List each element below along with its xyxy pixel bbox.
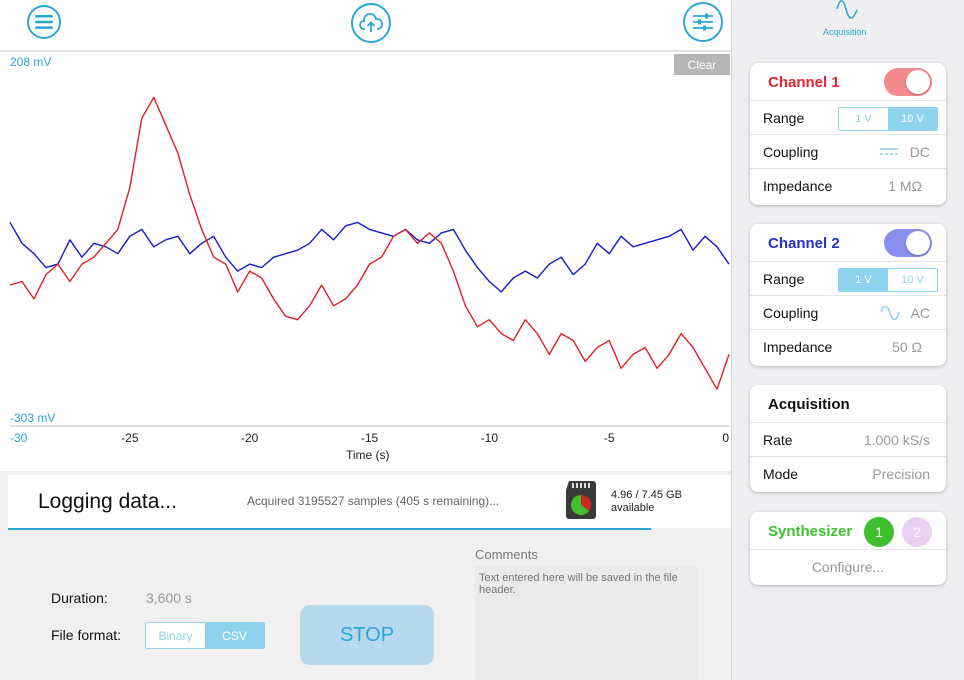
y-min-label: -303 mV bbox=[10, 411, 56, 425]
waveform-chart[interactable]: -30 -25 -20 -15 -10 -5 0 bbox=[0, 51, 731, 471]
synthesizer-card: Synthesizer 1 2 Configure... bbox=[750, 512, 946, 585]
channel1-impedance-label: Impedance bbox=[763, 177, 833, 194]
channel2-coupling-value: AC bbox=[910, 304, 930, 321]
channel2-title: Channel 2 bbox=[768, 235, 840, 252]
ac-coupling-icon bbox=[880, 306, 900, 320]
acquisition-card: Acquisition Rate 1.000 kS/s Mode Precisi… bbox=[750, 385, 946, 492]
channel2-impedance-row[interactable]: Impedance 50 Ω bbox=[750, 329, 946, 363]
channel2-range-1v[interactable]: 1 V bbox=[839, 269, 888, 291]
channel1-range-label: Range bbox=[763, 109, 805, 126]
channel2-toggle[interactable] bbox=[884, 229, 932, 257]
settings-button[interactable] bbox=[683, 2, 723, 42]
channel1-range-1v[interactable]: 1 V bbox=[839, 108, 888, 130]
channel2-impedance-value: 50 Ω bbox=[892, 338, 922, 355]
x-axis-label: Time (s) bbox=[346, 448, 390, 462]
acquisition-title: Acquisition bbox=[768, 396, 850, 413]
configure-button[interactable]: Configure... bbox=[811, 558, 885, 575]
comments-label: Comments bbox=[475, 547, 538, 562]
acquisition-tab-label[interactable]: Acquisition bbox=[823, 27, 867, 37]
acquisition-mode-row[interactable]: Mode Precision bbox=[750, 456, 946, 490]
channel1-coupling-value: DC bbox=[909, 143, 930, 160]
channel2-coupling-label: Coupling bbox=[763, 304, 819, 321]
logging-bar bbox=[8, 475, 731, 529]
acquisition-rate-row[interactable]: Rate 1.000 kS/s bbox=[750, 422, 946, 456]
plot-area: -30 -25 -20 -15 -10 -5 0 bbox=[0, 51, 731, 471]
channel1-range-row: Range 1 V 10 V bbox=[750, 100, 946, 134]
sd-card-icon bbox=[563, 480, 599, 525]
channel2-trace bbox=[9, 221, 730, 293]
x-tick-label: -25 bbox=[121, 431, 139, 445]
progress-fill bbox=[8, 528, 652, 530]
channel2-range-selector: 1 V 10 V bbox=[838, 268, 938, 292]
clear-button[interactable]: Clear bbox=[674, 54, 730, 75]
acquisition-tab-icon[interactable] bbox=[835, 0, 859, 27]
storage-capacity: 4.96 / 7.45 GB bbox=[611, 489, 682, 501]
cloud-upload-icon bbox=[359, 13, 383, 32]
synthesizer-configure-row[interactable]: Configure... bbox=[750, 549, 946, 583]
channel1-impedance-value: 1 MΩ bbox=[888, 177, 922, 194]
storage-available: available bbox=[611, 502, 655, 514]
file-format-label: File format: bbox=[51, 627, 122, 643]
acquisition-mode-label: Mode bbox=[763, 465, 799, 482]
channel2-card: Channel 2 Range 1 V 10 V Coupling AC Imp… bbox=[750, 224, 946, 366]
x-tick-label: -30 bbox=[10, 431, 28, 445]
acquisition-mode-value: Precision bbox=[872, 465, 930, 482]
synthesizer-title: Synthesizer bbox=[768, 523, 853, 540]
channel1-trace bbox=[9, 96, 730, 390]
sliders-icon bbox=[693, 13, 713, 31]
x-tick-label: -10 bbox=[481, 431, 499, 445]
file-format-selector: Binary CSV bbox=[145, 622, 265, 649]
duration-label: Duration: bbox=[51, 590, 108, 606]
acquisition-rate-label: Rate bbox=[763, 431, 793, 448]
comments-field[interactable] bbox=[475, 566, 698, 680]
channel1-title: Channel 1 bbox=[768, 74, 840, 91]
format-binary-option[interactable]: Binary bbox=[146, 623, 205, 648]
stop-button[interactable]: STOP bbox=[300, 605, 434, 665]
y-max-label: 208 mV bbox=[10, 55, 52, 69]
channel1-coupling-row[interactable]: Coupling DC bbox=[750, 134, 946, 168]
channel2-range-row: Range 1 V 10 V bbox=[750, 261, 946, 295]
logging-status: Acquired 3195527 samples (405 s remainin… bbox=[247, 494, 500, 508]
channel1-range-selector: 1 V 10 V bbox=[838, 107, 938, 131]
channel1-impedance-row[interactable]: Impedance 1 MΩ bbox=[750, 168, 946, 202]
menu-button[interactable] bbox=[27, 5, 61, 39]
format-csv-option[interactable]: CSV bbox=[205, 623, 264, 648]
x-tick-label: 0 bbox=[722, 431, 729, 445]
channel1-coupling-label: Coupling bbox=[763, 143, 819, 160]
synthesizer-2-badge[interactable]: 2 bbox=[902, 517, 932, 547]
channel2-coupling-row[interactable]: Coupling AC bbox=[750, 295, 946, 329]
duration-value[interactable]: 3,600 s bbox=[146, 590, 192, 606]
channel1-card: Channel 1 Range 1 V 10 V Coupling DC Imp… bbox=[750, 63, 946, 205]
channel1-toggle[interactable] bbox=[884, 68, 932, 96]
dc-coupling-icon bbox=[880, 148, 898, 155]
upload-button[interactable] bbox=[351, 3, 391, 43]
acquisition-rate-value: 1.000 kS/s bbox=[863, 431, 930, 448]
channel2-range-10v[interactable]: 10 V bbox=[888, 269, 937, 291]
x-tick-label: -15 bbox=[361, 431, 379, 445]
logging-title: Logging data... bbox=[38, 490, 177, 513]
menu-icon bbox=[35, 15, 53, 29]
x-tick-label: -5 bbox=[604, 431, 615, 445]
x-tick-label: -20 bbox=[241, 431, 259, 445]
channel1-range-10v[interactable]: 10 V bbox=[888, 108, 937, 130]
channel2-impedance-label: Impedance bbox=[763, 338, 833, 355]
channel2-range-label: Range bbox=[763, 270, 805, 287]
synthesizer-1-badge[interactable]: 1 bbox=[864, 517, 894, 547]
